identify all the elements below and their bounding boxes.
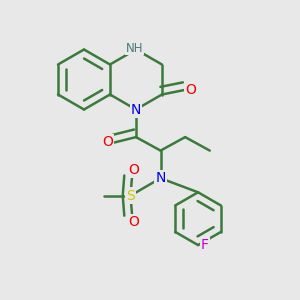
Text: N: N xyxy=(155,171,166,185)
Text: N: N xyxy=(131,103,141,116)
Text: F: F xyxy=(201,238,209,252)
Text: O: O xyxy=(128,215,139,229)
Text: S: S xyxy=(126,189,135,202)
Text: O: O xyxy=(186,83,196,97)
Text: O: O xyxy=(128,163,139,176)
Text: NH: NH xyxy=(126,41,143,55)
Text: O: O xyxy=(102,136,113,149)
